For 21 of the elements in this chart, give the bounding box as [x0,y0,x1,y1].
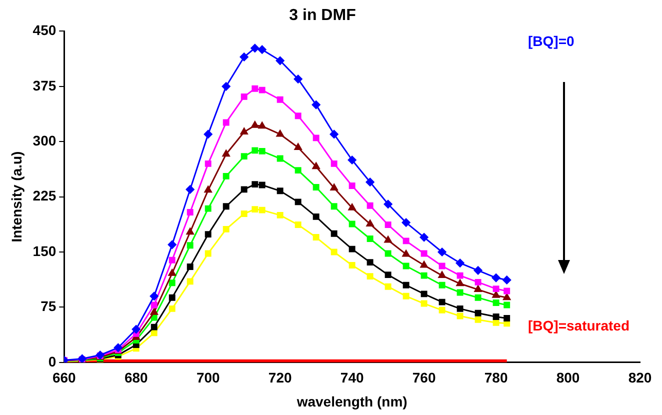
y-tick-label: 75 [40,298,56,314]
x-tick-label: 680 [124,370,148,386]
y-tick-label: 375 [32,77,56,94]
x-tick-label: 820 [628,370,652,386]
x-tick-label: 700 [196,370,220,386]
x-tick-label: 780 [484,370,508,386]
y-tick-label: 225 [32,188,56,204]
y-tick-label: 300 [32,132,56,148]
x-axis-title: wavelength (nm) [296,393,408,410]
x-tick-label: 740 [340,370,364,386]
x-tick-label: 800 [556,370,580,386]
x-tick-label: 720 [268,370,292,386]
y-tick-label: 150 [32,242,56,259]
annotation: [BQ]=0 [528,33,574,50]
x-tick-label: 760 [412,370,436,386]
x-tick-label: 660 [52,370,76,386]
annotation: [BQ]=saturated [528,317,630,334]
y-axis-title: Intensity (a.u) [8,151,24,242]
y-tick-label: 450 [32,22,56,38]
chart-title: 3 in DMF [289,7,356,24]
y-tick-label: 0 [48,353,56,370]
